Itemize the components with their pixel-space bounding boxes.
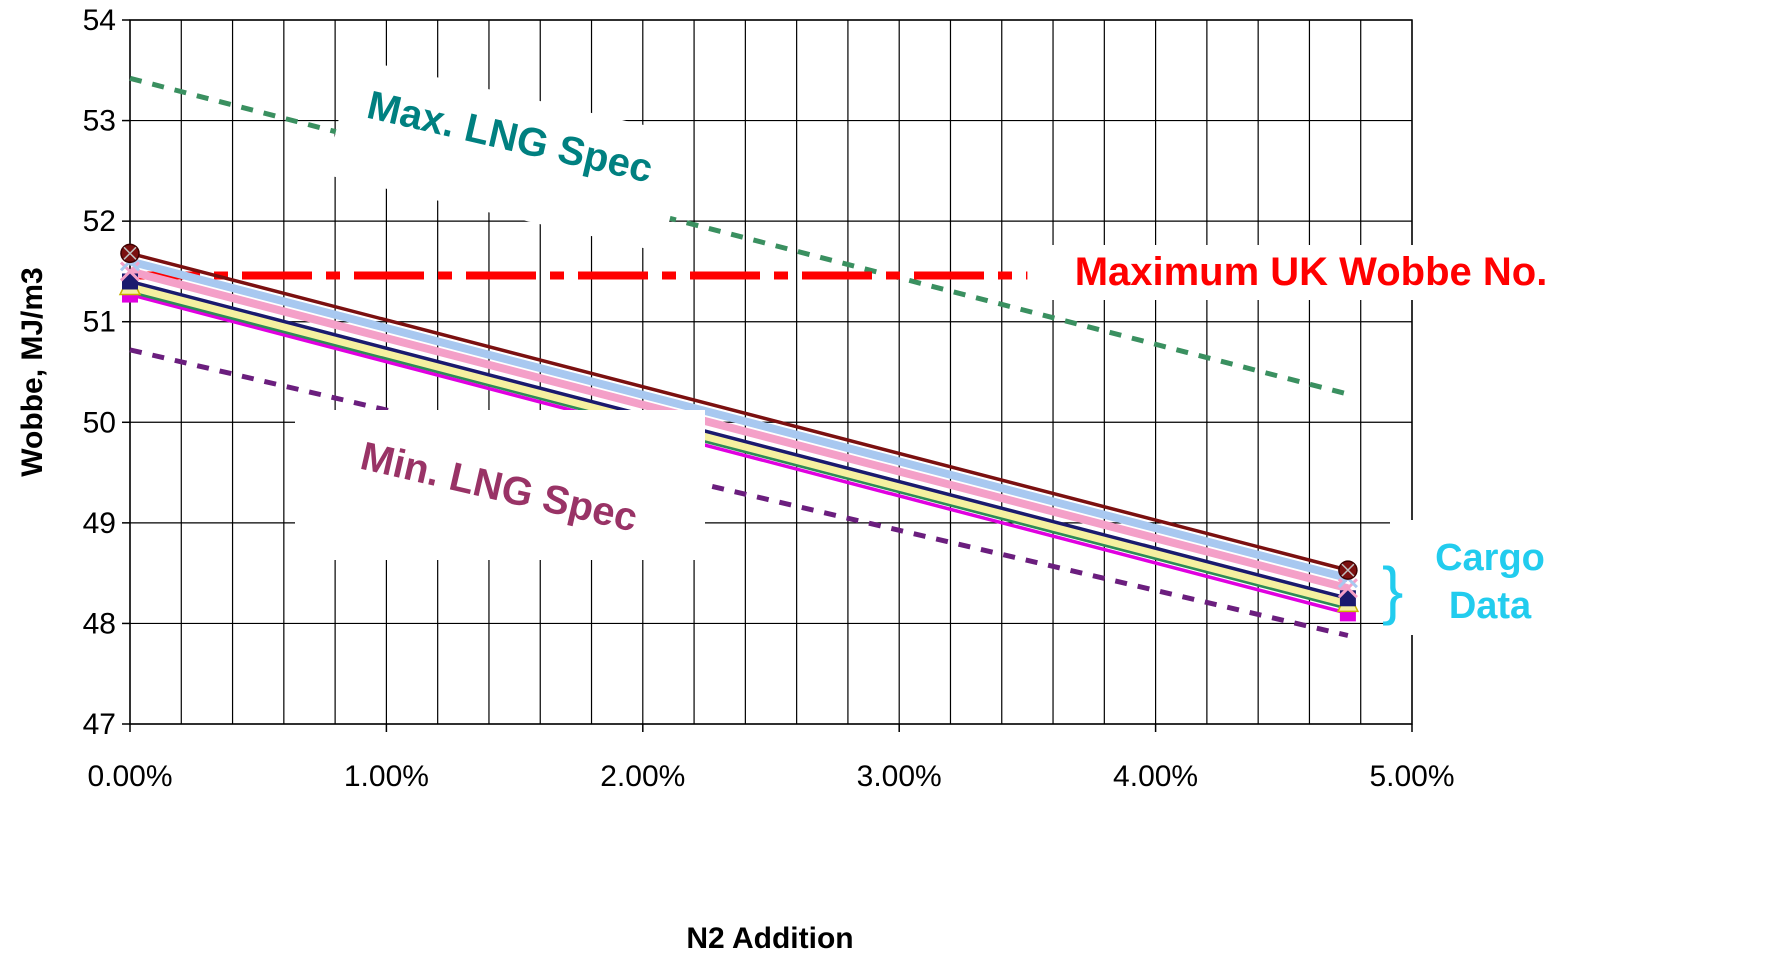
reference-line-1 (129, 347, 1349, 638)
min-spec-label-bg (295, 410, 705, 560)
axes (122, 19, 1413, 732)
grid (129, 19, 1413, 725)
y-tick-label: 50 (83, 406, 116, 439)
series-line-0 (129, 251, 1349, 572)
series-line-3 (129, 279, 1349, 600)
series-line-6 (129, 292, 1349, 616)
y-axis-title: Wobbe, MJ/m3 (16, 267, 49, 476)
data-series (118, 243, 1360, 622)
series-line-4 (128, 282, 1349, 608)
max-spec-label-bg (325, 57, 690, 253)
cargo-label-bg (1390, 520, 1590, 635)
reference-lines (129, 75, 1349, 638)
y-tick-label: 52 (83, 205, 116, 238)
series-line-2 (128, 267, 1349, 593)
x-tick-label: 4.00% (1113, 760, 1198, 793)
y-tick-label: 47 (83, 708, 116, 741)
y-tick-label: 51 (83, 306, 116, 339)
tick-labels: 47 48 49 50 51 52 53 54 0.00% 1.00% 2.00% 3.00% 4.00… (83, 4, 1455, 793)
uk-max-label-bg (1045, 245, 1585, 300)
plot-frame (129, 19, 1413, 725)
x-tick-label: 2.00% (600, 760, 685, 793)
y-tick-label: 54 (83, 4, 116, 37)
series-0-point-1-cross (1341, 563, 1355, 577)
x-tick-label: 0.00% (87, 760, 172, 793)
series-line-1 (128, 257, 1349, 583)
x-tick-label: 3.00% (857, 760, 942, 793)
cargo-label-line2: Data (1449, 585, 1532, 627)
y-tick-label: 49 (83, 507, 116, 540)
x-tick-label: 1.00% (344, 760, 429, 793)
series-line-5 (129, 289, 1349, 611)
x-axis-title: N2 Addition (686, 922, 853, 955)
y-tick-label: 53 (83, 105, 116, 138)
uk-max-label: Maximum UK Wobbe No. (1075, 250, 1548, 294)
cargo-label-line1: Cargo (1435, 537, 1545, 579)
x-tick-label: 5.00% (1369, 760, 1454, 793)
cargo-brace-icon: } (1382, 554, 1403, 626)
reference-line-0 (129, 75, 1349, 397)
y-tick-label: 48 (83, 607, 116, 640)
series-0-point-0-cross (123, 246, 137, 260)
